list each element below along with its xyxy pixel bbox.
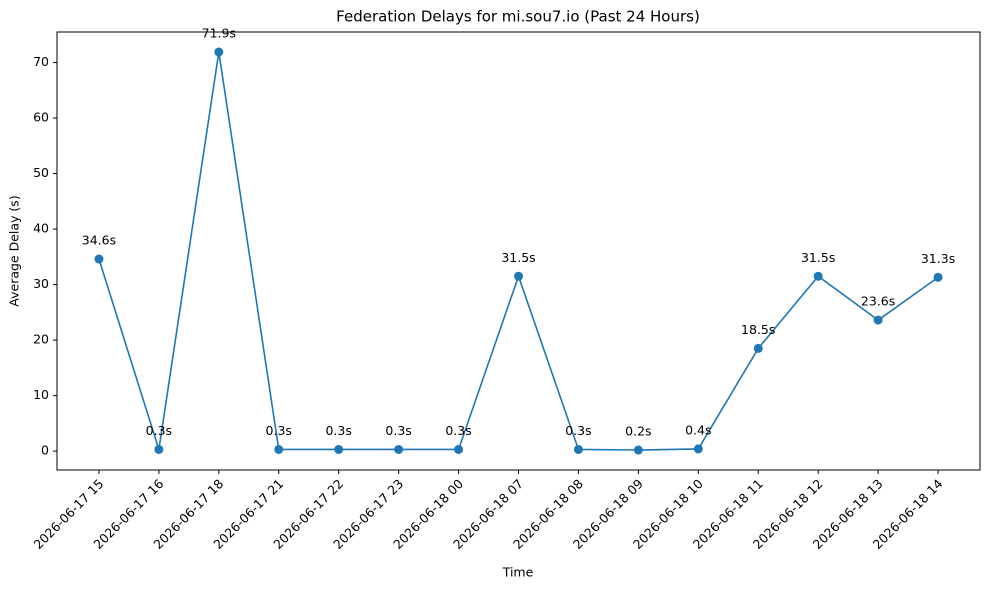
data-label: 31.5s <box>501 250 535 265</box>
data-label: 23.6s <box>861 294 895 309</box>
data-label: 18.5s <box>741 322 775 337</box>
point <box>633 445 643 455</box>
point <box>274 444 284 454</box>
data-label: 0.3s <box>146 423 172 438</box>
point <box>753 343 763 353</box>
point <box>873 315 883 325</box>
data-label: 0.4s <box>685 422 711 437</box>
point <box>573 444 583 454</box>
y-tick-label: 50 <box>33 165 49 180</box>
point <box>94 254 104 264</box>
data-label: 31.3s <box>921 251 955 266</box>
data-label: 0.3s <box>325 423 351 438</box>
y-tick-label: 70 <box>33 54 49 69</box>
data-label: 31.5s <box>801 250 835 265</box>
point <box>514 271 523 281</box>
y-axis-label: Average Delay (s) <box>7 195 22 306</box>
point <box>933 272 943 282</box>
point <box>214 47 224 57</box>
y-tick-label: 0 <box>41 443 49 458</box>
data-label: 0.2s <box>625 424 651 439</box>
y-tick-label: 40 <box>33 221 49 236</box>
y-tick-label: 10 <box>33 387 49 402</box>
x-axis-label: Time <box>502 565 534 580</box>
y-tick-label: 60 <box>33 110 49 125</box>
data-label: 34.6s <box>82 233 116 248</box>
point <box>154 444 164 454</box>
y-tick-label: 20 <box>33 332 49 347</box>
point <box>813 271 823 281</box>
y-tick-label: 30 <box>33 276 49 291</box>
data-label: 0.3s <box>565 423 591 438</box>
data-label: 0.3s <box>266 423 292 438</box>
point <box>394 444 404 454</box>
point <box>454 444 464 454</box>
data-label: 71.9s <box>202 25 236 40</box>
point <box>334 444 344 454</box>
data-label: 0.3s <box>385 423 411 438</box>
data-label: 0.3s <box>445 423 471 438</box>
point <box>693 444 703 454</box>
chart-title: Federation Delays for mi.sou7.io (Past 2… <box>336 8 700 26</box>
